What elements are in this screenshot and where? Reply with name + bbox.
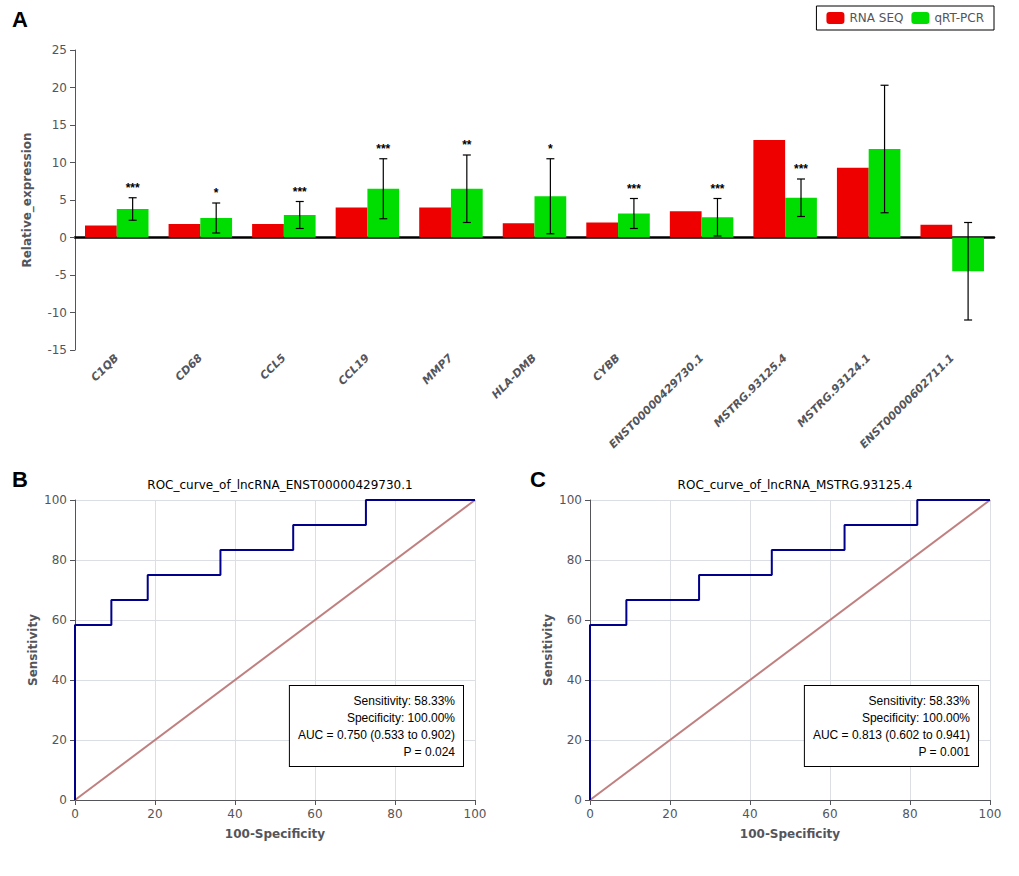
svg-text:40: 40: [52, 673, 67, 687]
svg-text:20: 20: [52, 733, 67, 747]
svg-text:P = 0.001: P = 0.001: [919, 745, 971, 759]
svg-text:80: 80: [902, 807, 917, 821]
svg-text:qRT-PCR: qRT-PCR: [934, 11, 984, 25]
svg-text:*: *: [548, 142, 553, 156]
svg-text:MSTRG.93124.1: MSTRG.93124.1: [795, 351, 873, 429]
svg-text:B: B: [12, 467, 28, 492]
svg-text:Sensitivity: Sensitivity: [26, 614, 40, 686]
svg-text:40: 40: [567, 673, 582, 687]
svg-text:0: 0: [59, 793, 67, 807]
svg-text:P = 0.024: P = 0.024: [404, 745, 456, 759]
svg-text:***: ***: [794, 162, 808, 176]
svg-text:***: ***: [376, 142, 390, 156]
svg-text:ENST00000602711.1: ENST00000602711.1: [857, 351, 957, 451]
svg-text:*: *: [214, 186, 219, 200]
svg-text:0: 0: [71, 807, 79, 821]
svg-text:AUC = 0.750 (0.533 to 0.902): AUC = 0.750 (0.533 to 0.902): [298, 728, 455, 742]
svg-text:15: 15: [52, 118, 67, 132]
svg-text:ROC_curve_of_lncRNA_ENST000004: ROC_curve_of_lncRNA_ENST00000429730.1: [147, 478, 412, 492]
svg-text:Sensitivity: Sensitivity: [541, 614, 555, 686]
svg-text:20: 20: [147, 807, 162, 821]
svg-text:Relative_expression: Relative_expression: [20, 132, 35, 267]
svg-text:CCL19: CCL19: [336, 351, 373, 388]
svg-text:CYBB: CYBB: [590, 351, 622, 383]
svg-text:-10: -10: [47, 306, 67, 320]
svg-text:100: 100: [464, 807, 487, 821]
svg-text:Sensitivity: 58.33%: Sensitivity: 58.33%: [354, 694, 456, 708]
svg-text:C: C: [530, 467, 546, 492]
svg-text:5: 5: [59, 193, 67, 207]
svg-text:100: 100: [44, 493, 67, 507]
svg-text:A: A: [12, 7, 28, 32]
svg-text:60: 60: [52, 613, 67, 627]
svg-text:0: 0: [59, 231, 67, 245]
svg-text:25: 25: [52, 43, 67, 57]
svg-text:**: **: [462, 138, 472, 152]
svg-text:0: 0: [586, 807, 594, 821]
svg-text:Sensitivity: 58.33%: Sensitivity: 58.33%: [869, 694, 971, 708]
svg-text:10: 10: [52, 156, 67, 170]
svg-text:80: 80: [52, 553, 67, 567]
svg-text:CCL5: CCL5: [258, 351, 289, 382]
svg-text:80: 80: [387, 807, 402, 821]
svg-text:Specificity: 100.00%: Specificity: 100.00%: [862, 711, 970, 725]
svg-text:100: 100: [979, 807, 1002, 821]
svg-text:100-Specificity: 100-Specificity: [740, 827, 840, 841]
svg-text:20: 20: [52, 81, 67, 95]
svg-text:0: 0: [574, 793, 582, 807]
svg-text:***: ***: [293, 185, 307, 199]
svg-text:MMP7: MMP7: [420, 351, 456, 387]
svg-text:20: 20: [567, 733, 582, 747]
svg-text:***: ***: [710, 182, 724, 196]
svg-text:100: 100: [559, 493, 582, 507]
svg-text:MSTRG.93125.4: MSTRG.93125.4: [711, 351, 789, 429]
svg-text:40: 40: [742, 807, 757, 821]
svg-text:60: 60: [567, 613, 582, 627]
svg-text:100-Specificity: 100-Specificity: [225, 827, 325, 841]
svg-text:***: ***: [627, 182, 641, 196]
svg-text:***: ***: [126, 181, 140, 195]
svg-text:Specificity: 100.00%: Specificity: 100.00%: [347, 711, 455, 725]
svg-text:HLA-DMB: HLA-DMB: [489, 351, 539, 401]
svg-text:C1QB: C1QB: [89, 351, 122, 384]
svg-text:80: 80: [567, 553, 582, 567]
svg-text:20: 20: [662, 807, 677, 821]
svg-text:RNA SEQ: RNA SEQ: [849, 11, 903, 25]
svg-text:60: 60: [822, 807, 837, 821]
svg-text:AUC = 0.813 (0.602 to 0.941): AUC = 0.813 (0.602 to 0.941): [813, 728, 970, 742]
svg-text:-5: -5: [55, 268, 67, 282]
svg-text:ENST00000429730.1: ENST00000429730.1: [606, 351, 706, 451]
svg-text:-15: -15: [47, 343, 67, 357]
svg-text:CD68: CD68: [173, 351, 205, 383]
svg-text:40: 40: [227, 807, 242, 821]
svg-text:60: 60: [307, 807, 322, 821]
svg-text:ROC_curve_of_lncRNA_MSTRG.9312: ROC_curve_of_lncRNA_MSTRG.93125.4: [678, 478, 913, 492]
